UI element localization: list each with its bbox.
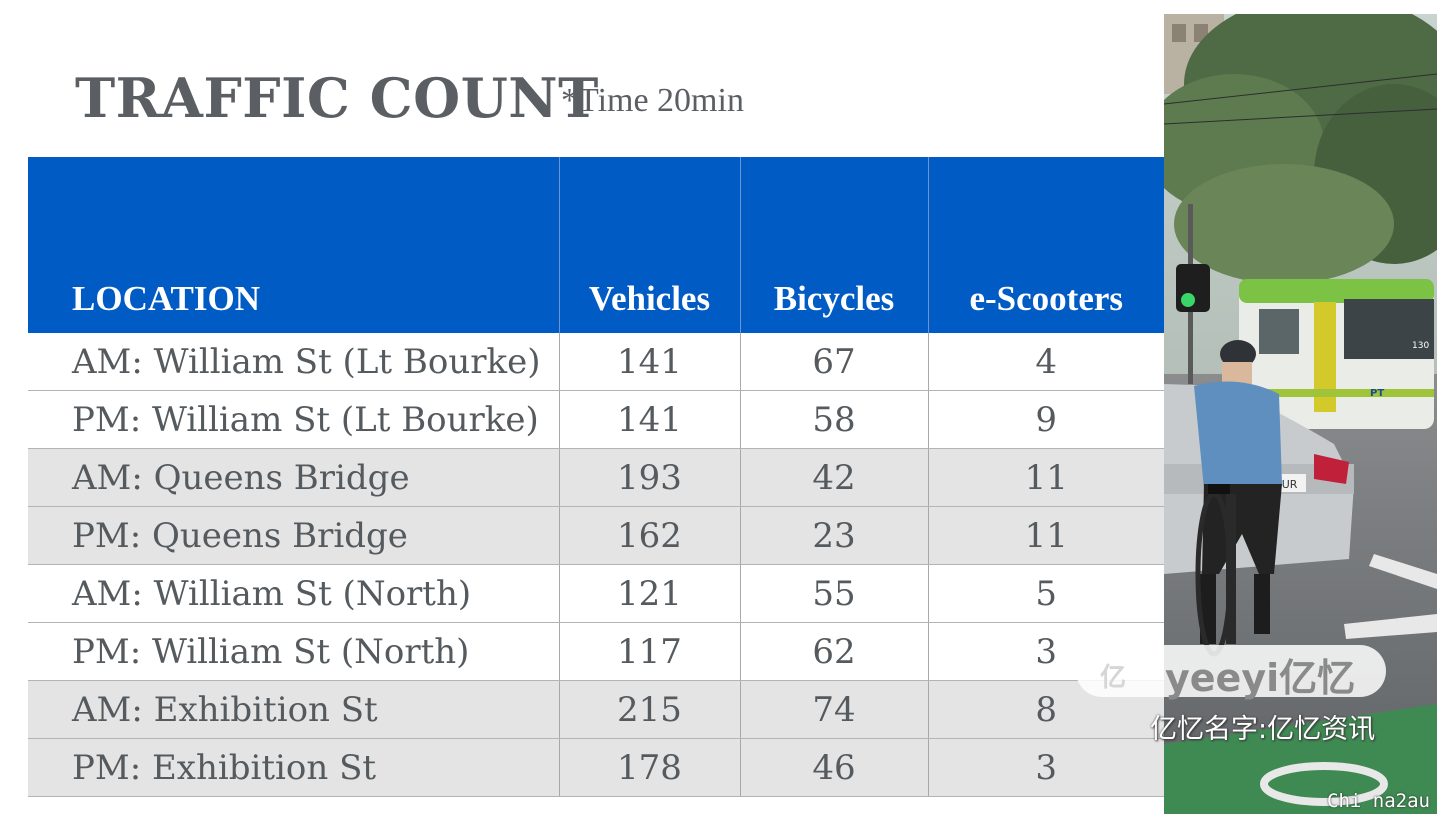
bicycles-cell: 62: [740, 622, 929, 681]
column-header-bicycles: Bicycles: [740, 157, 929, 333]
column-header-escooters: e-Scooters: [928, 157, 1164, 333]
bicycles-cell: 46: [740, 738, 929, 797]
escooters-cell: 11: [928, 506, 1164, 565]
vehicles-cell: 162: [559, 506, 741, 565]
vehicles-cell: 141: [559, 390, 741, 449]
location-cell: AM: Queens Bridge: [28, 448, 560, 507]
bicycles-cell: 67: [740, 333, 929, 391]
escooters-cell: 8: [928, 680, 1164, 739]
traffic-count-table: LOCATION Vehicles Bicycles e-Scooters AM…: [28, 157, 1164, 797]
watermark-site: 亿忆名字:亿忆资讯: [1150, 714, 1376, 745]
column-header-vehicles: Vehicles: [559, 157, 741, 333]
location-cell: AM: William St (North): [28, 564, 560, 623]
escooters-cell: 4: [928, 333, 1164, 391]
tram-number: 130: [1412, 341, 1429, 351]
page-title: TRAFFIC COUNT: [75, 66, 599, 130]
vehicles-cell: 141: [559, 333, 741, 391]
watermark-logo: 亿: [1100, 663, 1127, 693]
location-cell: AM: William St (Lt Bourke): [28, 333, 560, 391]
table-row: PM: Exhibition St 178 46 3: [28, 738, 1164, 797]
escooters-cell: 9: [928, 390, 1164, 449]
bicycles-cell: 42: [740, 448, 929, 507]
watermark-corner: Chi na2au: [1327, 790, 1430, 812]
table-row: AM: William St (North) 121 55 5: [28, 564, 1164, 623]
vehicles-cell: 215: [559, 680, 741, 739]
location-cell: PM: William St (Lt Bourke): [28, 390, 560, 449]
column-header-location: LOCATION: [28, 157, 560, 333]
table-row: AM: William St (Lt Bourke) 141 67 4: [28, 333, 1164, 391]
watermark-pill: [1076, 645, 1386, 697]
location-cell: PM: Queens Bridge: [28, 506, 560, 565]
escooters-cell: 3: [928, 738, 1164, 797]
vehicles-cell: 178: [559, 738, 741, 797]
vehicles-cell: 121: [559, 564, 741, 623]
escooters-cell: 5: [928, 564, 1164, 623]
page-subtitle: *Time 20min: [561, 82, 744, 119]
location-cell: PM: Exhibition St: [28, 738, 560, 797]
tram-sign: PT: [1370, 388, 1384, 399]
watermark-brand: yeeyi亿忆: [1165, 656, 1356, 700]
escooters-cell: 11: [928, 448, 1164, 507]
table-row: PM: Queens Bridge 162 23 11: [28, 506, 1164, 565]
vehicles-cell: 193: [559, 448, 741, 507]
bicycles-cell: 55: [740, 564, 929, 623]
table-row: AM: Queens Bridge 193 42 11: [28, 448, 1164, 507]
bicycles-cell: 74: [740, 680, 929, 739]
location-cell: PM: William St (North): [28, 622, 560, 681]
table-header-row: LOCATION Vehicles Bicycles e-Scooters: [28, 157, 1164, 333]
table-row: AM: Exhibition St 215 74 8: [28, 680, 1164, 739]
vehicles-cell: 117: [559, 622, 741, 681]
location-cell: AM: Exhibition St: [28, 680, 560, 739]
bicycles-cell: 23: [740, 506, 929, 565]
table-row: PM: William St (Lt Bourke) 141 58 9: [28, 390, 1164, 449]
bicycles-cell: 58: [740, 390, 929, 449]
table-row: PM: William St (North) 117 62 3: [28, 622, 1164, 681]
